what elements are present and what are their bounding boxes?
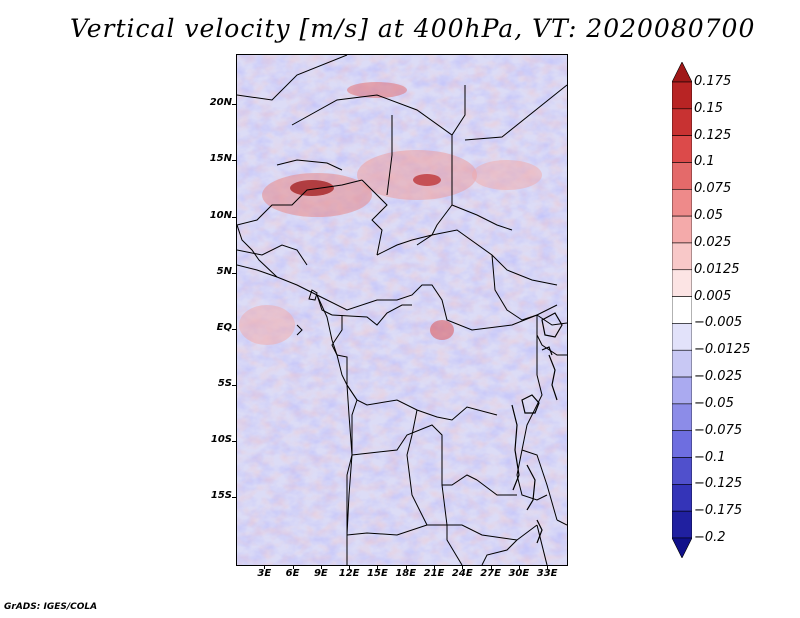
colorbar-segment bbox=[672, 376, 692, 405]
colorbar-level-label: 0.075 bbox=[694, 181, 732, 197]
lat-tick-mark bbox=[232, 160, 236, 162]
lake-outlines bbox=[511, 312, 563, 544]
colorbar-level-label: −0.125 bbox=[694, 476, 743, 492]
lon-tick-mark bbox=[264, 565, 266, 569]
lat-tick-mark bbox=[232, 384, 236, 386]
vertical-velocity-field bbox=[237, 55, 567, 565]
lon-tick-label: 24E bbox=[451, 568, 473, 579]
colorbar-level-label: −0.075 bbox=[694, 422, 743, 438]
lon-tick-mark bbox=[349, 565, 351, 569]
grads-credit: GrADS: IGES/COLA bbox=[4, 602, 98, 612]
lon-tick-label: 30E bbox=[508, 568, 530, 579]
map-panel bbox=[236, 54, 568, 566]
lat-tick-label: 15S bbox=[210, 489, 232, 501]
colorbar-segment bbox=[672, 188, 692, 217]
lat-tick-label: 5N bbox=[216, 265, 232, 277]
colorbar-level-label: −0.175 bbox=[694, 503, 743, 519]
lon-tick-label: 9E bbox=[313, 568, 328, 579]
lon-tick-label: 21E bbox=[423, 568, 445, 579]
lon-tick-mark bbox=[320, 565, 322, 569]
colorbar-segment bbox=[672, 537, 692, 558]
lon-tick-label: 18E bbox=[395, 568, 417, 579]
colorbar-segment bbox=[672, 215, 692, 244]
lat-tick-label: 20N bbox=[209, 97, 232, 109]
lon-tick-label: 27E bbox=[480, 568, 501, 579]
lat-tick-label: 10S bbox=[210, 433, 232, 445]
lat-tick-label: 15N bbox=[209, 153, 232, 165]
plot-title: Vertical velocity [m/s] at 400hPa, VT: 2… bbox=[70, 14, 756, 43]
lon-tick-label: 6E bbox=[285, 568, 300, 579]
lat-tick-mark bbox=[232, 104, 236, 106]
country-borders bbox=[237, 55, 567, 565]
colorbar-segment bbox=[672, 510, 692, 539]
colorbar-level-label: −0.025 bbox=[694, 369, 743, 385]
colorbar-level-label: −0.005 bbox=[694, 315, 743, 331]
colorbar-segment bbox=[672, 81, 692, 110]
lon-tick-mark bbox=[462, 565, 464, 569]
colorbar-segment bbox=[672, 62, 692, 83]
colorbar-segment bbox=[672, 430, 692, 458]
lon-tick-label: 3E bbox=[257, 568, 272, 579]
lon-tick-mark bbox=[377, 565, 379, 569]
lat-tick-mark bbox=[232, 272, 236, 274]
colorbar-segment bbox=[672, 135, 692, 163]
lat-tick-mark bbox=[232, 328, 236, 330]
colorbar-segment bbox=[672, 162, 692, 190]
lon-tick-label: 15E bbox=[367, 568, 388, 579]
lon-tick-mark bbox=[547, 565, 549, 569]
colorbar-segment bbox=[672, 403, 692, 432]
lon-tick-mark bbox=[434, 565, 435, 569]
colorbar-segment bbox=[672, 323, 692, 351]
colorbar-level-label: 0.05 bbox=[694, 208, 723, 224]
colorbar-level-label: −0.0125 bbox=[694, 342, 751, 358]
colorbar-level-label: 0.0125 bbox=[694, 261, 740, 277]
colorbar-level-label: −0.2 bbox=[694, 530, 726, 545]
lat-tick-mark bbox=[232, 440, 236, 442]
updraft-texture bbox=[237, 55, 567, 565]
lat-tick-mark bbox=[232, 216, 236, 218]
colorbar-level-label: 0.025 bbox=[694, 234, 732, 250]
lat-tick-label: EQ bbox=[216, 321, 232, 333]
lon-tick-label: 33E bbox=[536, 568, 558, 579]
lon-tick-mark bbox=[405, 565, 407, 569]
colorbar-segment bbox=[672, 349, 692, 378]
colorbar-segment bbox=[672, 484, 692, 512]
colorbar-segment bbox=[672, 457, 692, 485]
colorbar-segment bbox=[672, 296, 692, 324]
coastline bbox=[237, 224, 353, 565]
colorbar bbox=[672, 62, 692, 558]
lon-tick-mark bbox=[490, 565, 492, 569]
colorbar-level-label: −0.1 bbox=[694, 449, 726, 465]
updraft-hotspots bbox=[239, 82, 542, 345]
colorbar-level-label: 0.15 bbox=[694, 100, 723, 116]
colorbar-level-label: 0.125 bbox=[694, 127, 732, 143]
colorbar-level-label: 0.1 bbox=[694, 154, 715, 170]
lat-tick-label: 10N bbox=[209, 209, 232, 221]
lat-tick-mark bbox=[232, 496, 236, 498]
lon-tick-label: 12E bbox=[338, 568, 360, 579]
colorbar-level-label: 0.005 bbox=[694, 288, 732, 304]
lon-tick-mark bbox=[518, 565, 520, 569]
lon-tick-mark bbox=[292, 565, 294, 569]
lat-tick-label: 5S bbox=[217, 377, 232, 389]
colorbar-segment bbox=[672, 269, 692, 297]
colorbar-level-label: 0.175 bbox=[694, 74, 732, 89]
colorbar-segment bbox=[672, 108, 692, 136]
colorbar-segment bbox=[672, 242, 692, 271]
colorbar-level-label: −0.05 bbox=[694, 395, 734, 411]
